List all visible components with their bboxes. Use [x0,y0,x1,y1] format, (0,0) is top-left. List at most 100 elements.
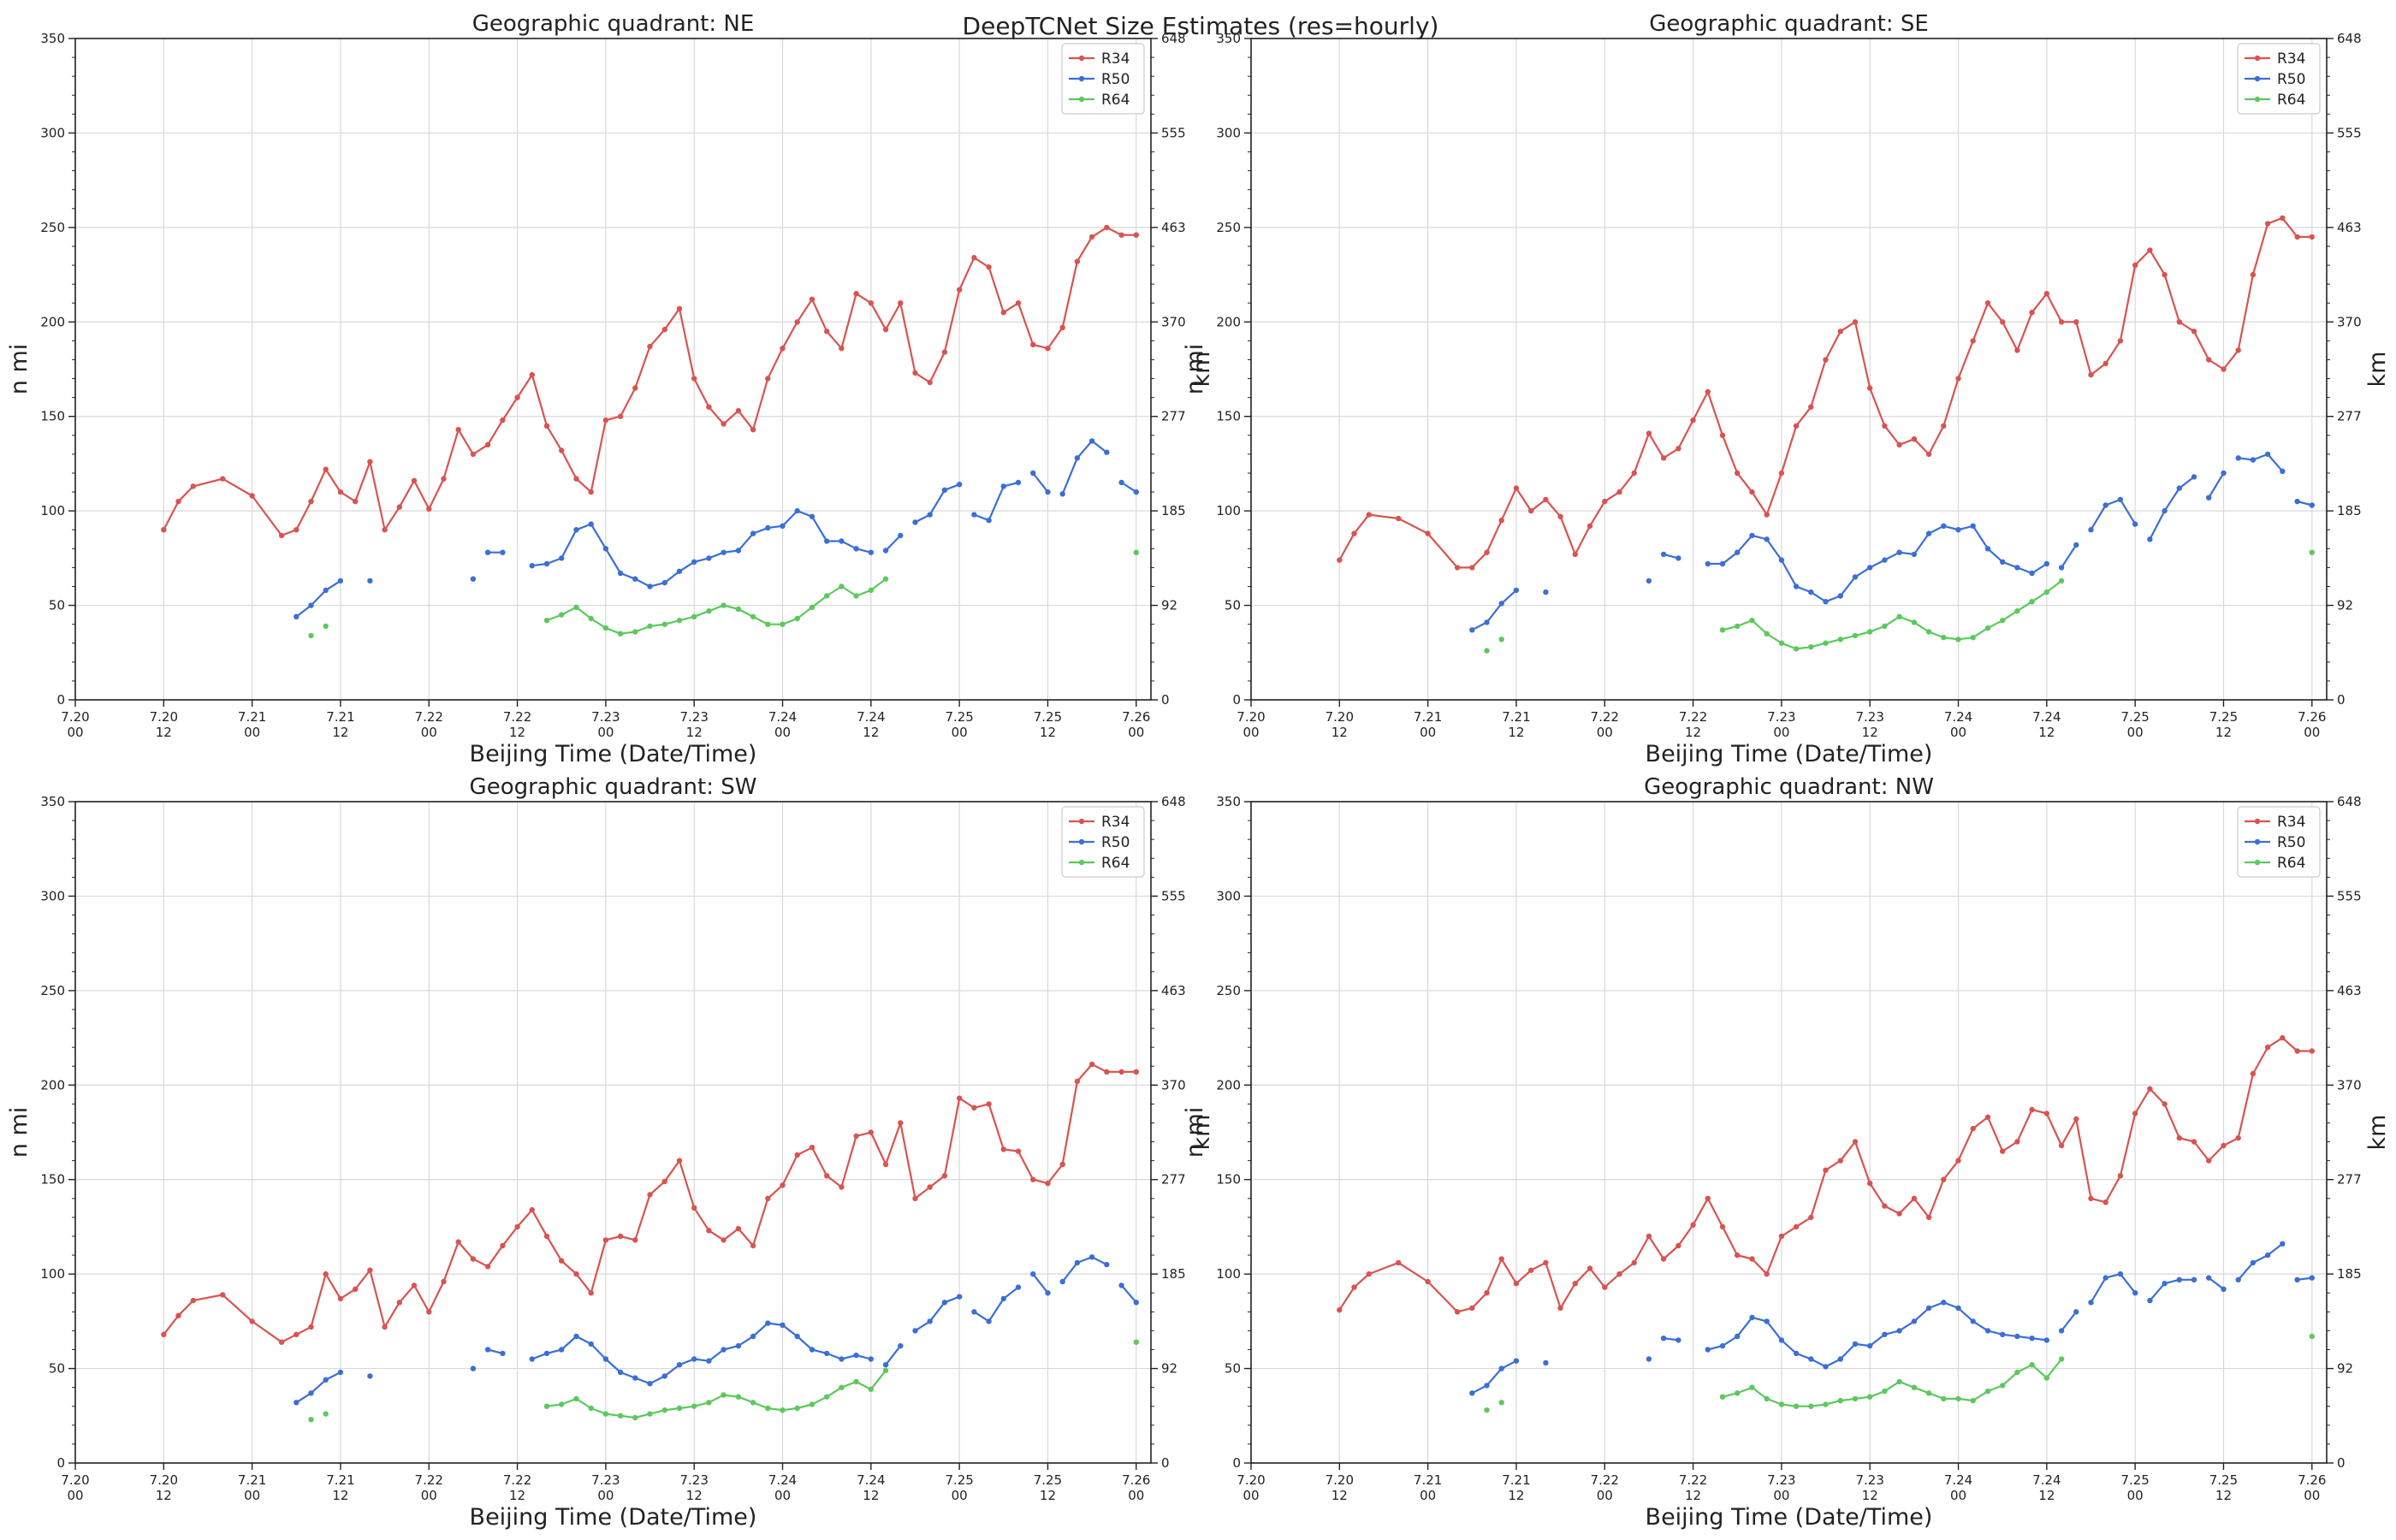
data-point [1705,560,1711,567]
x-tick-label-time: 12 [863,725,879,740]
series-line-r50 [2238,453,2284,472]
data-point [1941,423,1947,429]
x-tick-label-time: 12 [332,1488,348,1503]
data-point [824,538,830,544]
y-tick-label: 50 [1225,598,1241,613]
series-r50 [294,438,1140,619]
y-tick-label: 50 [1225,1361,1241,1377]
series-r34 [161,1061,1140,1345]
data-point [559,447,565,453]
data-point [617,1369,624,1376]
data-point [1351,530,1357,536]
data-point [1837,329,1843,335]
data-point [882,1161,889,1168]
data-point [1366,1270,1373,1277]
data-point [632,1414,638,1421]
data-point [647,1381,653,1387]
x-tick-label-date: 7.24 [2032,709,2061,725]
data-point [1118,232,1124,238]
series-line-r50 [1707,524,2048,603]
x-tick-label-time: 12 [156,725,172,740]
data-point [308,602,314,608]
legend-label-r64: R64 [1101,855,1130,872]
data-point [735,548,742,554]
x-tick-label-date: 7.23 [680,1472,709,1488]
data-point [2309,1048,2315,1054]
data-point [941,487,948,493]
data-point [868,300,874,306]
data-point [1469,1305,1475,1312]
x-tick-label-date: 7.23 [1856,1472,1884,1488]
data-point [971,512,977,518]
km-tick-label: 92 [1161,1361,1177,1377]
km-tick-label: 648 [2337,794,2362,809]
x-tick-label-time: 12 [2038,725,2055,740]
data-point [2073,1116,2079,1122]
x-tick-label-date: 7.22 [415,1472,443,1488]
data-point [853,593,859,599]
km-tick-label: 555 [2337,888,2362,903]
x-tick-label-time: 12 [1862,725,1878,740]
series-line-r64 [546,1370,887,1419]
data-point [2264,451,2271,458]
data-point [721,1392,727,1398]
data-point [898,532,904,539]
legend-marker [1078,96,1085,103]
data-point [2000,1331,2006,1338]
data-point [1941,523,1947,529]
data-point [780,1182,786,1188]
data-point [308,632,314,639]
data-point [2309,549,2315,555]
data-point [1896,613,1902,619]
data-point [2043,1375,2049,1381]
x-tick-label-time: 12 [1040,1488,1056,1503]
data-point [353,498,359,505]
data-point [1646,1233,1652,1240]
axes-frame [1250,801,2328,1464]
legend-label-r34: R34 [2277,50,2305,68]
data-point [308,1417,314,1423]
y-tick-label: 350 [40,31,65,46]
data-point [2043,560,2049,567]
data-point [1735,1390,1741,1396]
data-point [941,349,948,355]
data-point [1911,436,1918,442]
data-point [691,1356,697,1362]
data-point [765,376,771,382]
x-tick-label-time: 12 [863,1488,879,1503]
data-point [1133,489,1140,495]
series-line-r50 [973,1286,1019,1323]
data-point [588,1290,594,1296]
data-point [2250,1070,2257,1077]
panel-ne: Geographic quadrant: NE Beijing Time (Da… [6,11,1215,767]
data-point [2014,565,2020,571]
data-point [2206,1158,2212,1164]
data-point [1104,449,1110,455]
data-point [1513,1358,1520,1364]
data-point [323,587,329,594]
data-point [706,1400,712,1406]
data-point [1646,1356,1652,1362]
data-point [1896,1378,1902,1385]
data-point [382,527,388,533]
data-point [1484,1407,1490,1413]
data-point [1823,640,1829,646]
data-point [1749,618,1755,624]
data-point [1469,565,1475,571]
data-point [868,1356,874,1362]
data-point [2250,1259,2257,1266]
data-point [588,1405,594,1412]
series-line-r50 [1061,1256,1107,1282]
data-point [750,1400,756,1406]
data-point [2043,1337,2049,1343]
data-point [1484,1290,1490,1296]
data-point [1513,1281,1520,1287]
data-point [853,1378,859,1385]
km-tick-label: 92 [1161,598,1177,613]
data-point [1764,631,1770,637]
x-tick-label-date: 7.22 [503,1472,531,1488]
data-point [1735,549,1741,555]
data-point [721,602,727,608]
x-tick-label-date: 7.25 [945,709,973,725]
x-tick-label-date: 7.22 [1591,1472,1619,1488]
